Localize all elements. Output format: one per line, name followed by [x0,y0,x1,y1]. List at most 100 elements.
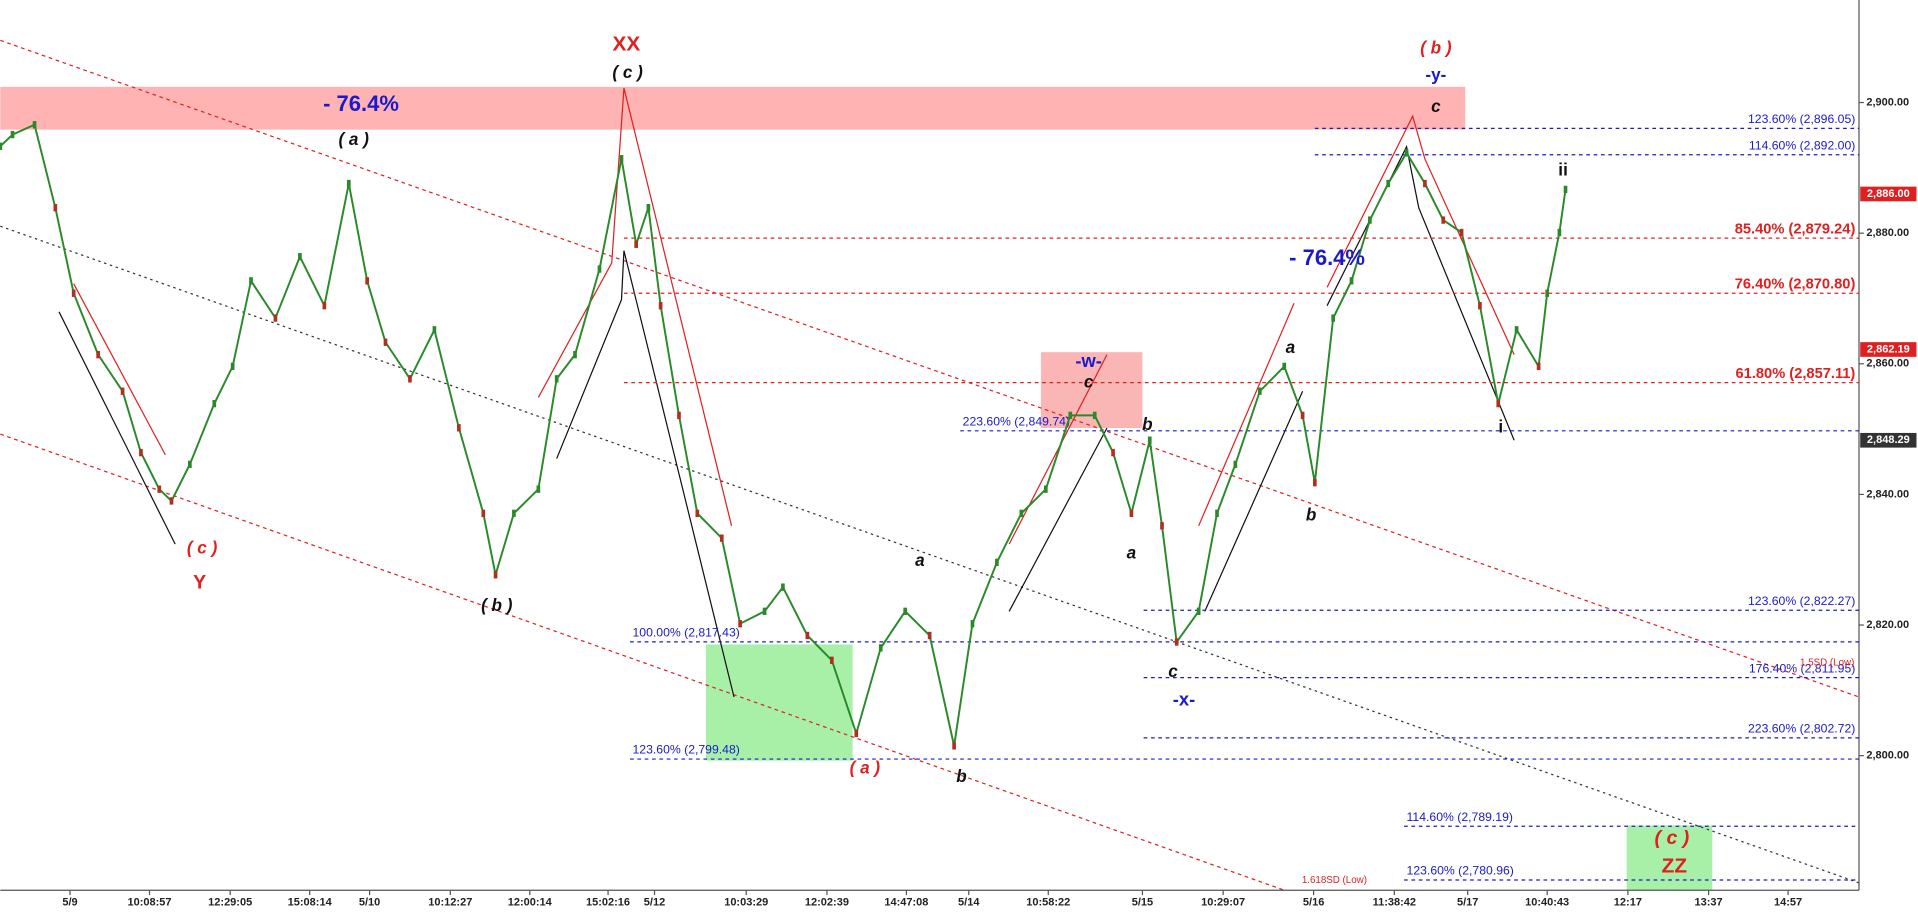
wave-label: ( b ) [1420,38,1452,57]
wave-line [537,87,733,526]
price-bar [1386,179,1391,188]
price-bar [573,350,577,359]
y-tick-label: 2,880.00 [1866,227,1909,239]
price-bar [1423,179,1427,188]
price-tag [1860,342,1917,357]
price-bar [1215,509,1219,518]
fib-label: 223.60% (2,802.72) [1748,722,1855,736]
fib-label: 176.40% (2,811.95) [1749,661,1855,675]
x-tick-label: 10:58:22 [1026,896,1070,908]
wave-label: a [1127,543,1137,562]
price-bar [1282,362,1287,371]
price-bar [1545,289,1550,297]
price-bar [829,656,834,664]
price-bar [169,497,174,505]
wave-label: a [1286,338,1296,357]
price-bar [346,179,351,188]
price-bar [1349,277,1354,285]
price-bar [695,509,700,518]
price-bar [512,509,516,518]
wave-label: ( c ) [1655,827,1690,849]
price-bar [677,411,681,420]
price-bar [1019,509,1024,518]
wave-label: -x- [1173,689,1195,710]
price-line [0,123,1567,747]
price-tag [1860,186,1917,202]
price-bar [71,289,76,297]
price-bar [1043,485,1048,493]
x-tick-label: 10:12:27 [428,896,472,908]
x-tick-label: 11:38:42 [1373,896,1416,908]
price-bar [738,620,742,628]
price-bar [719,534,724,542]
price-bar [903,607,908,615]
wave-label: b [1142,415,1152,434]
price-bar [970,620,975,628]
wave-label: ( c ) [612,63,643,82]
price-bar [457,424,461,432]
wave-label: b [1306,506,1316,525]
price-bar [1496,399,1501,408]
wave-line [1008,427,1108,612]
x-tick-label: 12:17 [1614,896,1642,908]
price-bar [619,155,624,163]
price-bar [1196,607,1201,615]
x-tick-label: 5/12 [644,896,665,908]
price-bar [805,631,810,640]
price-bar [230,362,235,371]
price-bar [432,326,437,334]
price-bar [53,204,58,212]
x-tick-label: 12:00:14 [508,896,553,908]
price-bar [634,240,639,248]
price-bar [1441,216,1446,224]
wave-label: c [1168,662,1178,681]
channel [0,39,1860,891]
price-bar [0,142,3,150]
price-bar [1300,411,1305,420]
wave-label: Y [193,571,206,593]
price-tag [1860,432,1917,448]
price-bar [1557,228,1562,237]
x-tick-label: 5/15 [1132,896,1153,908]
x-tick-label: 5/9 [62,896,77,908]
fib-label: 85.40% (2,879.24) [1735,221,1856,237]
y-tick-label: 2,800.00 [1866,750,1909,762]
wave-label: - 76.4% [1289,245,1365,270]
x-tick-label: 14:57 [1774,896,1802,908]
price-bar [927,631,932,640]
fib-label: 100.00% (2,817.43) [633,626,740,640]
wave-label: ZZ [1662,854,1688,877]
fib-label: 123.60% (2,822.27) [1748,594,1855,608]
price-bar [1514,326,1519,334]
wave-label: 1.618SD (Low) [1302,875,1367,886]
wave-line [1326,114,1515,355]
price-bar [1536,362,1541,371]
fib-label: 123.60% (2,780.96) [1407,864,1514,878]
price-bar [995,558,999,567]
fib-label: 114.60% (2,789.19) [1407,810,1513,824]
price-bar [493,571,498,579]
x-tick-label: 12:29:05 [208,896,252,908]
wave-label: ( a ) [850,759,881,778]
price-tag-label: 2,862.19 [1867,343,1910,355]
wave-line [1204,391,1304,612]
wave-label: ( b ) [481,596,513,615]
channel-line [0,39,1860,698]
price-bar [10,130,15,139]
wave-line [556,250,735,698]
x-tick-label: 15:08:14 [288,896,333,908]
price-bar [1174,638,1179,646]
x-tick-label: 14:47:08 [884,896,928,908]
price-bar [781,583,785,591]
y-tick-label: 2,900.00 [1866,96,1909,108]
x-tick-label: 12:02:39 [805,896,849,908]
y-tick-label: 2,860.00 [1866,358,1909,370]
price-bar [1147,436,1152,444]
price-bar [1068,411,1073,420]
zone [705,644,853,761]
y-tick-label: 2,820.00 [1866,619,1909,631]
price-bar [1257,387,1262,395]
price-bar [762,607,767,615]
wave-line [58,311,176,545]
